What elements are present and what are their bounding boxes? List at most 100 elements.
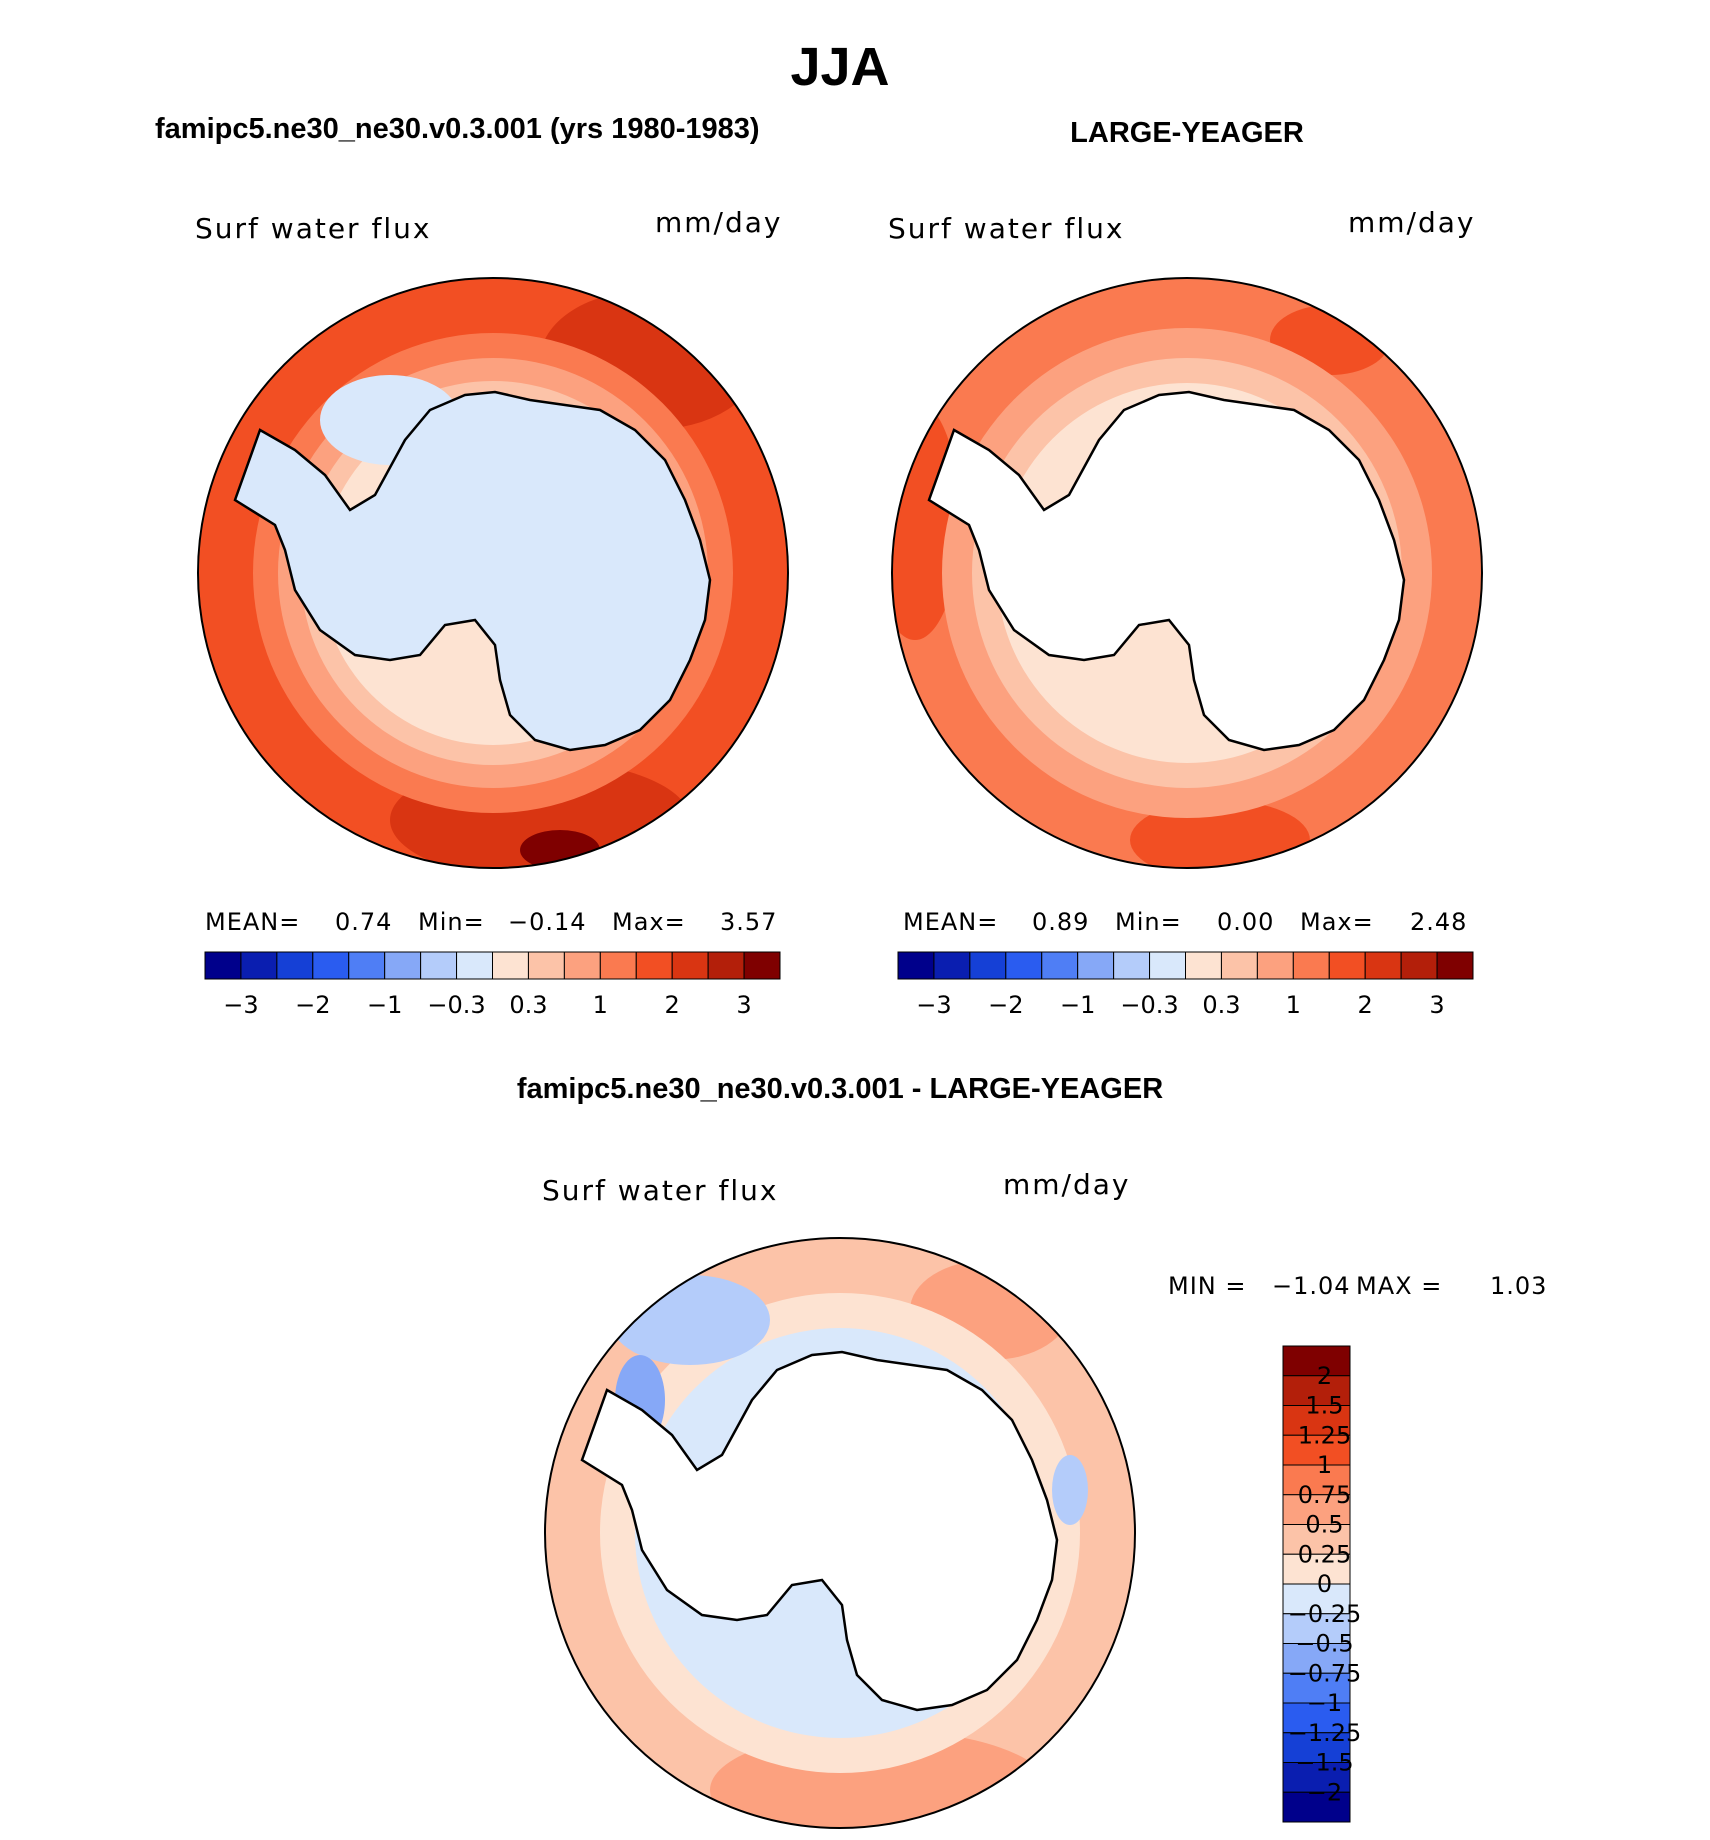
colorbar-swatch: [1282, 1643, 1351, 1674]
colorbar-tick-label: 1: [1286, 991, 1301, 1019]
variable-label: Surf water flux: [542, 1174, 778, 1207]
map-border: [197, 277, 789, 869]
colorbar-swatch: [1282, 1553, 1351, 1585]
colorbar-swatch: [492, 951, 529, 980]
mean-label: MEAN=: [205, 908, 300, 936]
panel-model: famipc5.ne30_ne30.v0.3.001 (yrs 1980-198…: [155, 113, 789, 1019]
colorbar-swatch: [204, 951, 242, 980]
colorbar-swatch: [1077, 951, 1115, 980]
colorbar-swatch: [1364, 951, 1402, 980]
min-value: −0.14: [508, 908, 587, 936]
colorbar: −3 −2 −1 −0.3 0.3 1 2 3: [204, 951, 781, 1019]
colorbar-tick-label: 3: [736, 991, 751, 1019]
colorbar-swatch: [897, 951, 935, 980]
units-label: mm/day: [655, 206, 783, 239]
colorbar-swatch: [1282, 1732, 1351, 1763]
colorbar-swatch: [312, 951, 350, 980]
panel-observations: LARGE-YEAGER Surf water flux mm/day MEAN…: [888, 117, 1483, 1019]
colorbar-swatch: [527, 951, 565, 980]
colorbar-tick-label: 2: [665, 991, 680, 1019]
colorbar-tick-label: −3: [223, 991, 258, 1019]
colorbar-swatch: [348, 951, 386, 980]
map-border: [891, 277, 1483, 869]
colorbar-swatch: [1005, 951, 1043, 980]
units-label: mm/day: [1348, 206, 1476, 239]
min-value: −1.04: [1272, 1272, 1351, 1300]
colorbar-tick-label: −1.25: [1288, 1719, 1362, 1747]
colorbar-swatch: [563, 951, 601, 980]
mean-value: 0.74: [335, 908, 392, 936]
colorbar-tick-label: 0.3: [509, 991, 547, 1019]
colorbar-swatch: [1256, 951, 1294, 980]
max-label: Max=: [1300, 908, 1374, 936]
colorbar-swatch: [671, 951, 709, 980]
colorbar-swatch: [1113, 951, 1151, 980]
colorbar-swatch: [1282, 1672, 1351, 1704]
colorbar-tick-label: 0.25: [1298, 1540, 1351, 1568]
colorbar-tick-label: 1.25: [1298, 1421, 1351, 1449]
colorbar-swatch: [1282, 1702, 1351, 1734]
colorbar-tick-label: 2: [1317, 1362, 1332, 1390]
colorbar-swatch: [1328, 951, 1366, 980]
colorbar-swatch: [240, 951, 278, 980]
stats-row: MEAN= 0.74 Min= −0.14 Max= 3.57: [205, 908, 777, 936]
colorbar-tick-label: 0: [1317, 1570, 1332, 1598]
colorbar-swatch: [1282, 1791, 1351, 1823]
max-value: 2.48: [1410, 908, 1467, 936]
colorbar-swatch: [599, 951, 637, 980]
mean-value: 0.89: [1032, 908, 1089, 936]
colorbar-swatch: [1400, 951, 1438, 980]
max-value: 3.57: [720, 908, 777, 936]
colorbar-swatch: [933, 951, 971, 980]
colorbar-tick-label: 0.5: [1305, 1511, 1343, 1539]
colorbar-tick-label: −0.3: [1120, 991, 1178, 1019]
colorbar-tick-label: 1: [1317, 1451, 1332, 1479]
colorbar-swatch: [1436, 951, 1474, 980]
colorbar-tick-label: −0.25: [1288, 1600, 1362, 1628]
colorbar-swatch: [1282, 1524, 1351, 1555]
polar-map: [892, 278, 1482, 868]
colorbar-tick-label: −1: [1060, 991, 1095, 1019]
colorbar-swatch: [707, 951, 745, 980]
max-label: MAX =: [1356, 1272, 1442, 1300]
colorbar-tick-label: 2: [1358, 991, 1373, 1019]
colorbar-swatch: [276, 951, 314, 980]
colorbar-swatch: [384, 951, 422, 980]
colorbar-tick-label: −1: [367, 991, 402, 1019]
polar-map: [198, 278, 788, 868]
colorbar-swatch: [420, 951, 458, 980]
max-value: 1.03: [1490, 1272, 1547, 1300]
colorbar-tick-label: −0.75: [1288, 1659, 1362, 1687]
colorbar-tick-label: 3: [1429, 991, 1444, 1019]
colorbar-swatch: [1041, 951, 1079, 980]
map-border: [544, 1237, 1136, 1829]
colorbar-swatch: [1282, 1613, 1351, 1644]
units-label: mm/day: [1003, 1168, 1131, 1201]
min-value: 0.00: [1217, 908, 1274, 936]
colorbar-tick-label: 1.5: [1305, 1392, 1343, 1420]
min-label: Min=: [418, 908, 485, 936]
colorbar: 21.51.2510.750.50.250−0.25−0.5−0.75−1−1.…: [1282, 1345, 1362, 1823]
colorbar-swatch: [969, 951, 1007, 980]
colorbar-swatch: [1282, 1375, 1351, 1406]
stats-row: MIN = −1.04 MAX = 1.03: [1168, 1272, 1547, 1300]
colorbar-swatch: [1282, 1345, 1351, 1377]
colorbar: −3 −2 −1 −0.3 0.3 1 2 3: [897, 951, 1474, 1019]
colorbar-swatch: [1220, 951, 1258, 980]
colorbar-tick-label: −2: [988, 991, 1023, 1019]
colorbar-swatch: [635, 951, 673, 980]
stats-row: MEAN= 0.89 Min= 0.00 Max= 2.48: [903, 908, 1467, 936]
colorbar-tick-label: −1.5: [1295, 1749, 1353, 1777]
colorbar-tick-label: −0.5: [1295, 1630, 1353, 1658]
colorbar-swatch: [1282, 1583, 1351, 1615]
panel-title: famipc5.ne30_ne30.v0.3.001 - LARGE-YEAGE…: [517, 1073, 1163, 1105]
panel-difference: famipc5.ne30_ne30.v0.3.001 - LARGE-YEAGE…: [517, 1073, 1547, 1829]
variable-label: Surf water flux: [888, 212, 1124, 245]
colorbar-swatch: [1282, 1464, 1351, 1496]
colorbar-swatch: [1149, 951, 1186, 980]
figure-title: JJA: [790, 37, 889, 97]
colorbar-tick-label: 0.75: [1298, 1481, 1351, 1509]
colorbar-swatch: [1282, 1762, 1351, 1793]
colorbar-tick-label: −0.3: [427, 991, 485, 1019]
